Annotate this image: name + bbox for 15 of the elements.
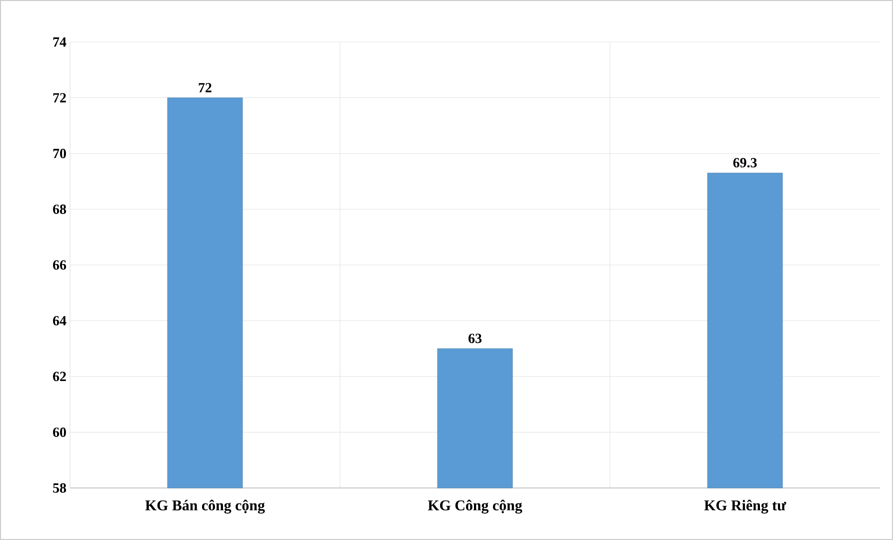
data-label: 72 (198, 82, 212, 92)
y-tick-label: 62 (53, 372, 66, 382)
x-tick-label: KG Công cộng (428, 500, 522, 514)
y-tick-label: 58 (53, 483, 66, 493)
x-tick-label: KG Bán công cộng (145, 500, 265, 514)
y-tick-label: 72 (53, 93, 66, 102)
y-tick-label: 60 (53, 428, 66, 437)
y-tick-label: 68 (53, 204, 66, 214)
y-tick-label: 66 (53, 260, 66, 270)
x-tick-label: KG Riêng tư (704, 500, 786, 514)
y-tick-label: 74 (53, 37, 66, 47)
data-label: 63 (468, 334, 482, 344)
y-tick-label: 64 (53, 316, 66, 326)
y-tick-label: 70 (53, 148, 66, 158)
data-label: 69.3 (733, 158, 757, 168)
